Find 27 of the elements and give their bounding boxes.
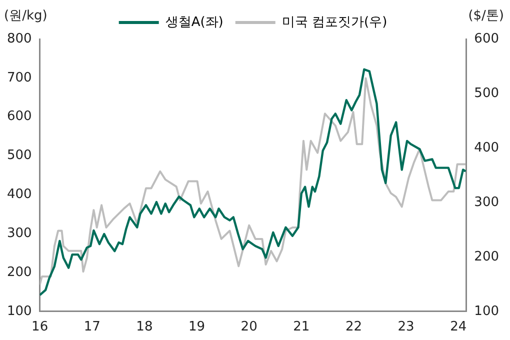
y2-tick-label: 500 <box>474 86 500 101</box>
x-tick-label: 21 <box>293 320 310 335</box>
y2-tick-label: 100 <box>474 304 500 319</box>
x-tick-label: 24 <box>450 320 467 335</box>
y-tick-label: 600 <box>6 109 32 124</box>
y2-tick-label: 200 <box>474 249 500 264</box>
x-tick-label: 23 <box>398 320 414 335</box>
y-tick-label: 400 <box>6 187 32 202</box>
x-tick-label: 18 <box>136 320 153 335</box>
y2-axis-title: ($/톤) <box>468 8 504 24</box>
legend-label: 미국 컴포짓가(우) <box>282 14 388 30</box>
y2-tick-label: 400 <box>474 140 500 156</box>
y2-tick-label: 600 <box>474 31 500 46</box>
y-tick-label: 100 <box>6 304 32 319</box>
legend-label: 생철A(좌) <box>165 14 224 30</box>
y-axis-title: (원/kg) <box>4 8 48 24</box>
x-tick-label: 16 <box>32 320 48 335</box>
y-tick-label: 300 <box>6 226 32 241</box>
y-tick-label: 200 <box>6 264 32 280</box>
y-tick-label: 800 <box>6 31 32 46</box>
x-tick-label: 19 <box>188 320 206 335</box>
x-tick-label: 17 <box>84 320 100 335</box>
x-tick-label: 20 <box>240 320 258 335</box>
y2-tick-label: 300 <box>474 194 500 210</box>
x-tick-label: 22 <box>345 320 362 335</box>
y-tick-label: 500 <box>6 148 32 164</box>
y-tick-label: 700 <box>6 70 32 86</box>
